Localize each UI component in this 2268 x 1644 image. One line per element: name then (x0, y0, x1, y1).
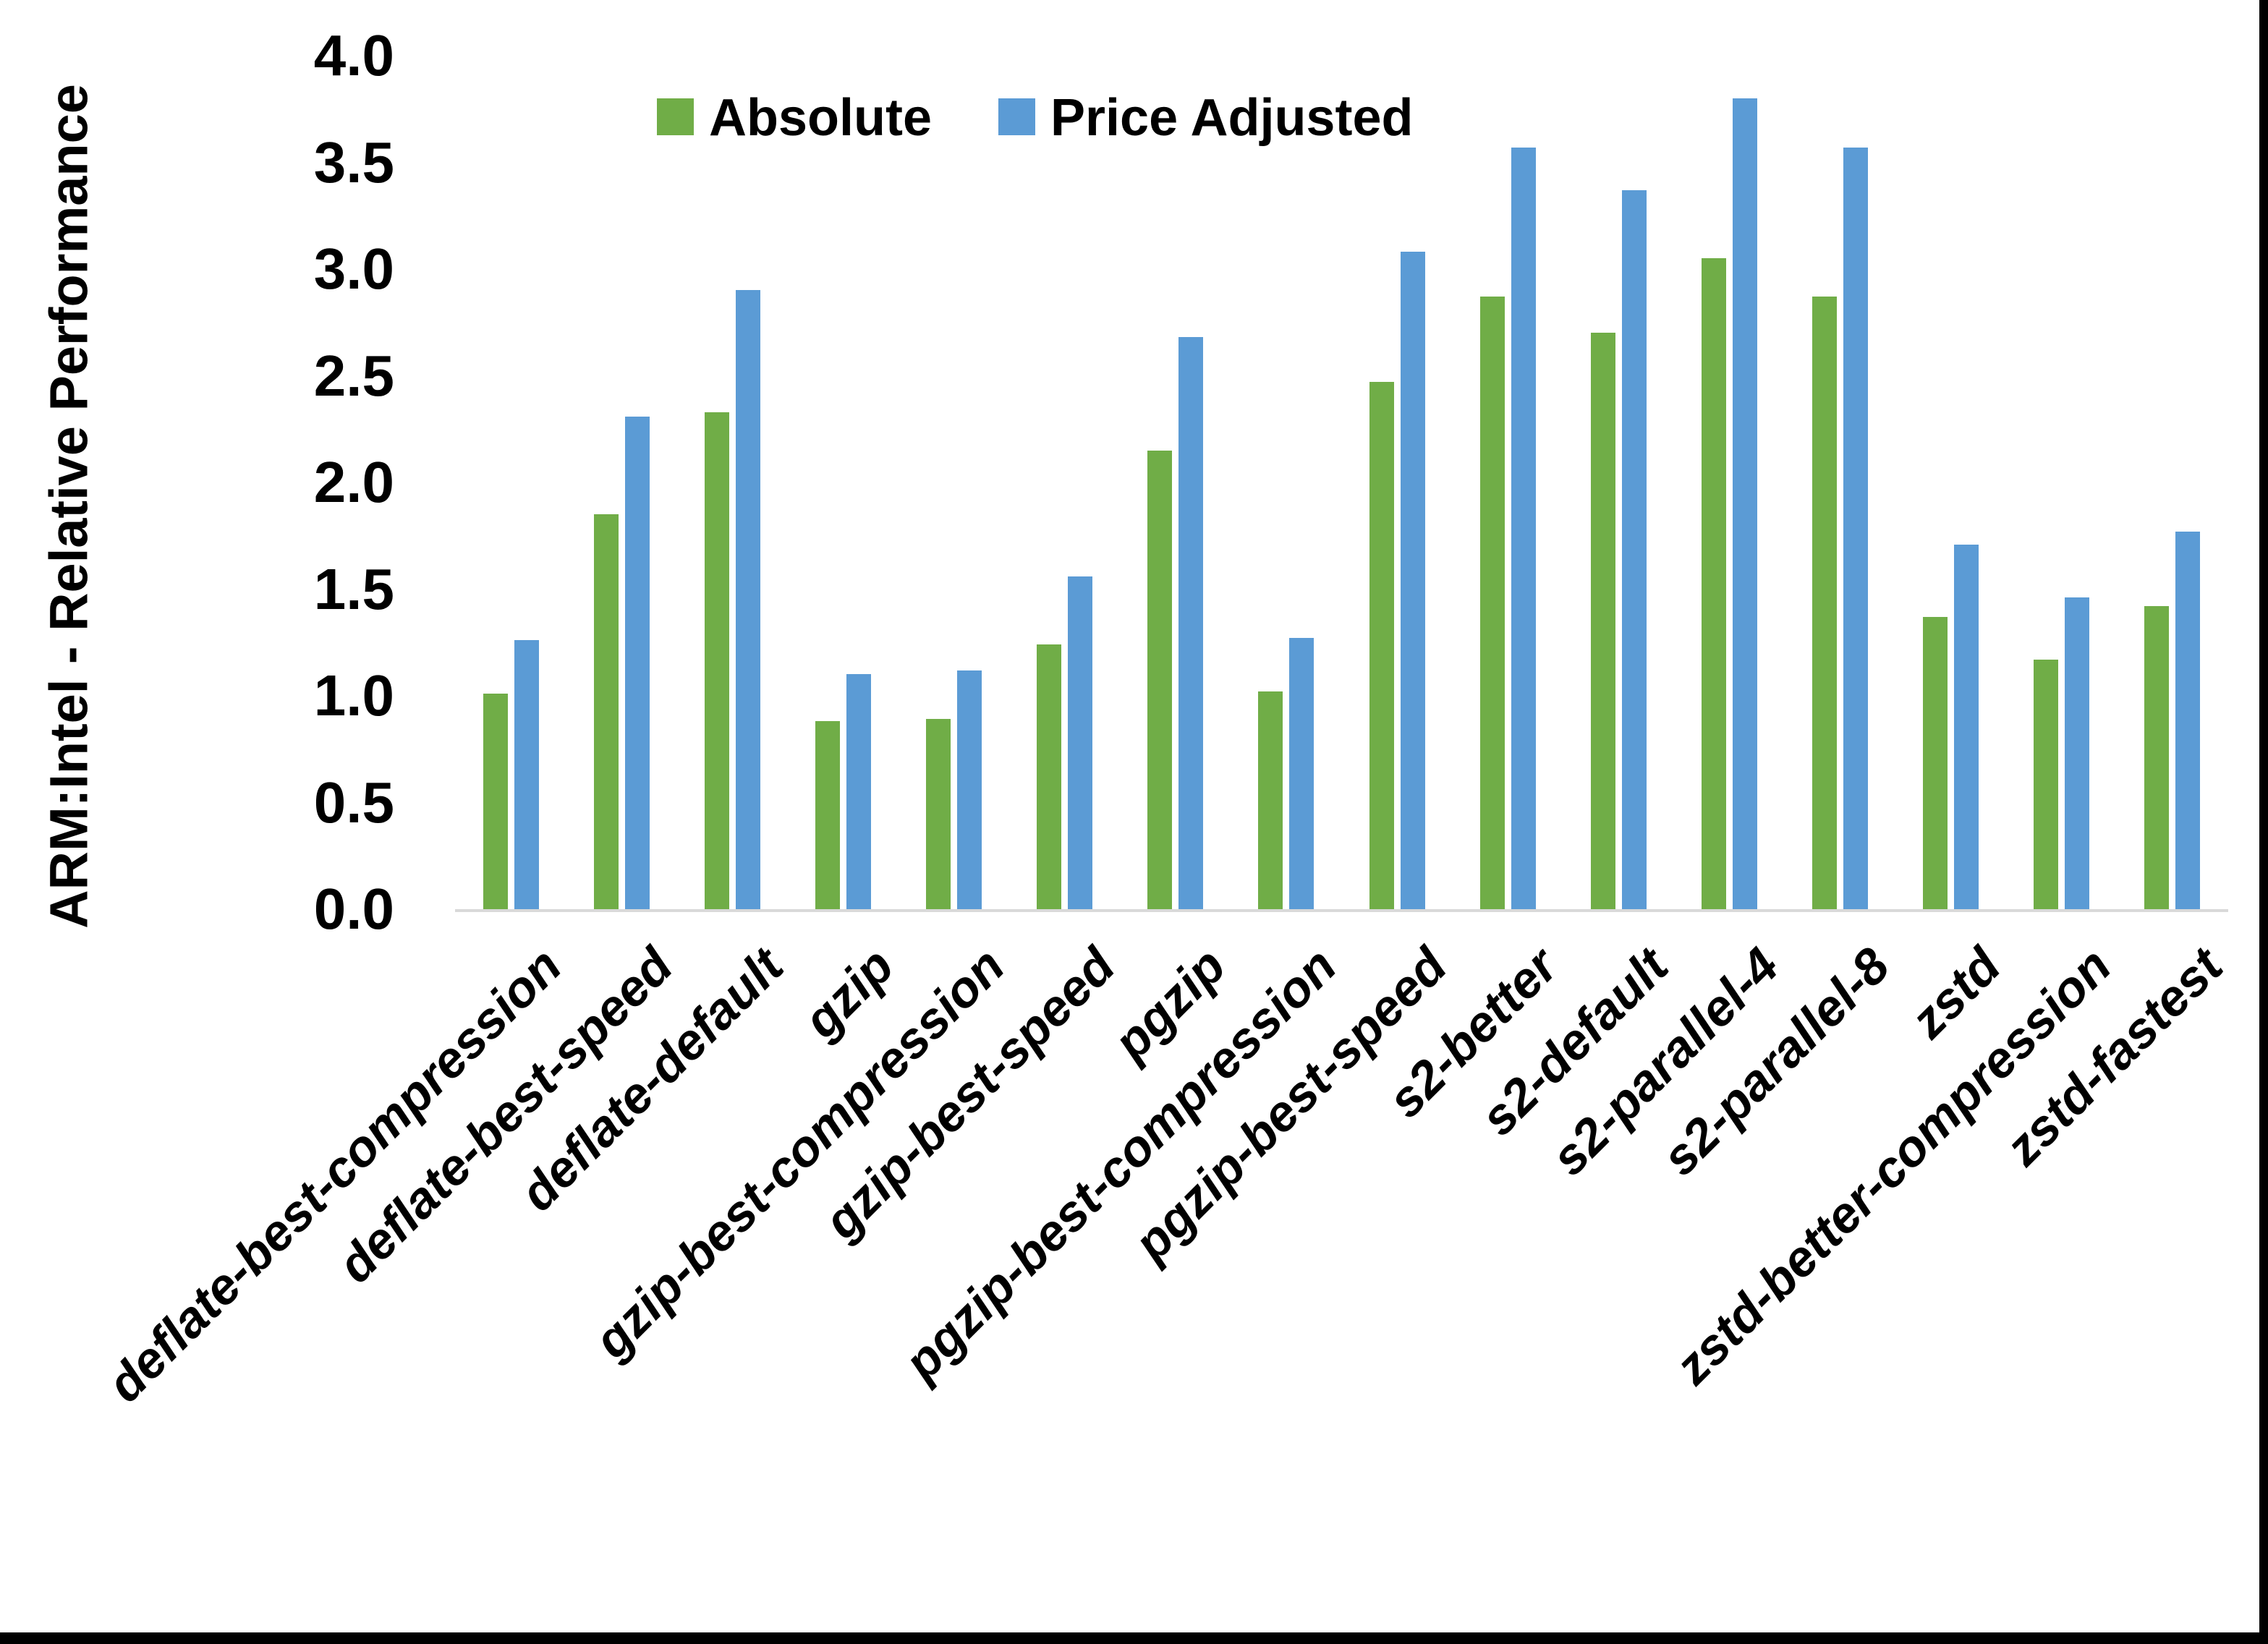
bar-price-adjusted (846, 674, 871, 909)
bar-absolute (1147, 451, 1172, 909)
bar-absolute (2144, 606, 2169, 909)
legend-swatch-price-adjusted (998, 98, 1035, 135)
y-tick-label: 1.5 (313, 556, 394, 621)
screenshot-right-border (2259, 0, 2268, 1644)
bar-absolute (1037, 644, 1061, 909)
screenshot-bottom-border (0, 1632, 2268, 1644)
bar-absolute (1480, 297, 1505, 909)
bar-absolute (1812, 297, 1837, 909)
bar-price-adjusted (2175, 532, 2200, 909)
y-tick-label: 2.0 (313, 450, 394, 514)
bar-price-adjusted (1068, 576, 1092, 909)
bar-price-adjusted (1178, 337, 1203, 909)
y-tick-label: 1.0 (313, 663, 394, 728)
bar-absolute (594, 514, 619, 909)
legend-label-absolute: Absolute (709, 89, 933, 147)
bar-price-adjusted (736, 290, 760, 909)
bar-absolute (815, 721, 840, 909)
bar-price-adjusted (1401, 252, 1425, 909)
bar-price-adjusted (1843, 148, 1868, 909)
bar-absolute (705, 412, 729, 909)
bar-price-adjusted (2065, 597, 2089, 909)
x-axis-line (455, 909, 2228, 912)
bar-price-adjusted (514, 640, 539, 909)
bar-price-adjusted (1954, 545, 1979, 909)
bar-absolute (1258, 691, 1283, 909)
bar-price-adjusted (1733, 98, 1757, 909)
bar-absolute (2034, 660, 2058, 909)
y-tick-label: 2.5 (313, 343, 394, 408)
bar-price-adjusted (1289, 638, 1314, 909)
y-tick-label: 0.5 (313, 770, 394, 835)
category-label: deflate-best-compression (96, 937, 572, 1413)
y-tick-label: 3.0 (313, 237, 394, 301)
bar-price-adjusted (1511, 148, 1536, 909)
y-tick-label: 4.0 (313, 23, 394, 88)
bar-price-adjusted (957, 670, 982, 909)
legend-label-price-adjusted: Price Adjusted (1050, 89, 1414, 147)
bar-absolute (926, 719, 951, 909)
bar-absolute (483, 694, 508, 909)
y-tick-label: 3.5 (313, 129, 394, 195)
bar-absolute (1923, 617, 1948, 909)
bar-price-adjusted (1622, 190, 1647, 909)
y-tick-label: 0.0 (313, 877, 394, 941)
bar-absolute (1369, 382, 1394, 909)
bar-absolute (1591, 333, 1615, 909)
bar-absolute (1702, 258, 1726, 909)
y-axis-title: ARM:Intel - Relative Performance (38, 84, 99, 929)
bar-price-adjusted (625, 417, 650, 909)
legend-swatch-absolute (657, 98, 694, 135)
